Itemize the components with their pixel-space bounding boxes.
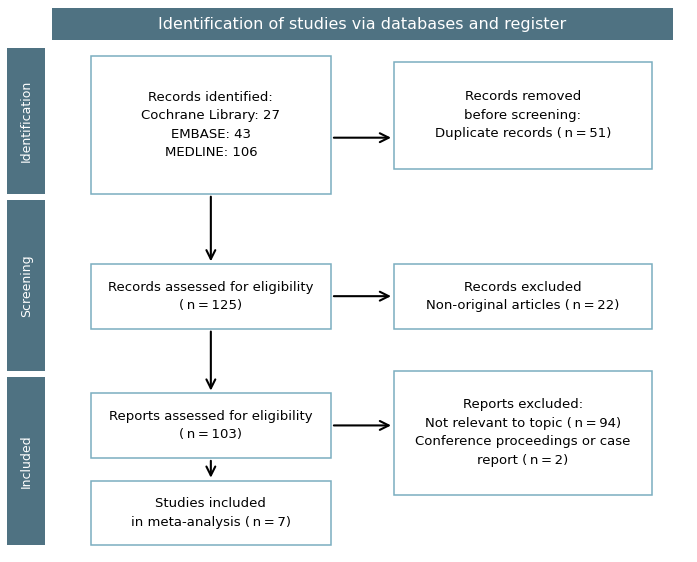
Text: Reports assessed for eligibility
( n = 103): Reports assessed for eligibility ( n = 1… [109, 410, 313, 442]
FancyBboxPatch shape [7, 200, 45, 371]
Text: Reports excluded:
Not relevant to topic ( n = 94)
Conference proceedings or case: Reports excluded: Not relevant to topic … [415, 398, 631, 467]
FancyBboxPatch shape [7, 377, 45, 545]
FancyBboxPatch shape [91, 56, 331, 194]
Text: Identification of studies via databases and register: Identification of studies via databases … [158, 17, 567, 31]
FancyBboxPatch shape [7, 48, 45, 194]
FancyBboxPatch shape [394, 62, 652, 169]
Text: Records excluded
Non-original articles ( n = 22): Records excluded Non-original articles (… [426, 280, 620, 312]
FancyBboxPatch shape [91, 481, 331, 545]
FancyBboxPatch shape [91, 393, 331, 458]
Text: Records assessed for eligibility
( n = 125): Records assessed for eligibility ( n = 1… [108, 280, 314, 312]
FancyBboxPatch shape [394, 371, 652, 495]
FancyBboxPatch shape [52, 8, 673, 40]
Text: Screening: Screening [20, 254, 33, 316]
FancyBboxPatch shape [394, 264, 652, 329]
Text: Included: Included [20, 434, 33, 488]
Text: Records identified:
Cochrane Library: 27
EMBASE: 43
MEDLINE: 106: Records identified: Cochrane Library: 27… [141, 91, 280, 159]
Text: Identification: Identification [20, 80, 33, 162]
FancyBboxPatch shape [91, 264, 331, 329]
Text: Studies included
in meta-analysis ( n = 7): Studies included in meta-analysis ( n = … [131, 497, 291, 529]
Text: Records removed
before screening:
Duplicate records ( n = 51): Records removed before screening: Duplic… [434, 90, 611, 140]
